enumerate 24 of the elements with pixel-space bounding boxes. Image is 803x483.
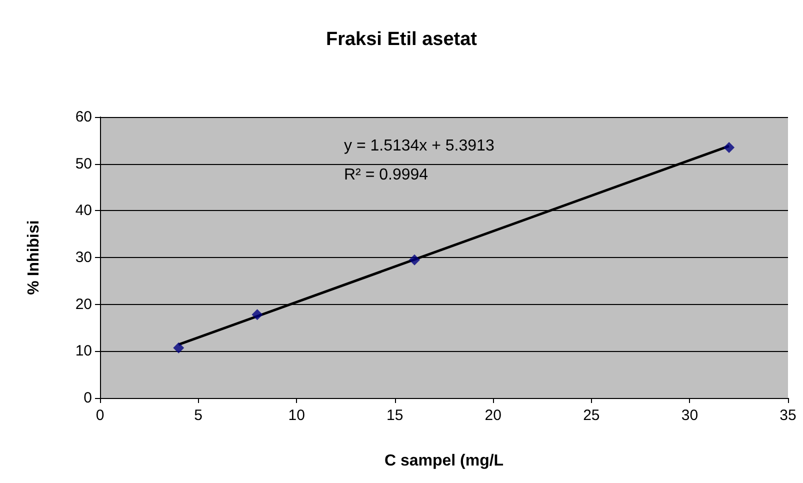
x-tick-label: 10 — [288, 407, 305, 424]
y-axis-title: % Inhibisi — [26, 220, 42, 295]
x-axis-title: C sampel (mg/L — [384, 452, 504, 470]
annotation: y = 1.5134x + 5.3913 — [344, 138, 494, 154]
y-tick-label: 50 — [75, 155, 92, 172]
y-tick-label: 60 — [75, 108, 92, 126]
x-tick-label: 20 — [484, 407, 502, 424]
x-tick-label: 5 — [194, 407, 202, 424]
point — [724, 142, 735, 153]
y-tick-label: 30 — [75, 249, 92, 266]
x-tick-label: 30 — [681, 407, 698, 424]
x-tick-label: 25 — [583, 407, 600, 424]
chart-title: Fraksi Etil asetat — [326, 29, 478, 50]
point — [252, 309, 263, 320]
point — [173, 342, 184, 354]
point — [409, 254, 420, 266]
y-tick-label: 40 — [75, 202, 92, 220]
y-tick-label: 20 — [75, 296, 92, 313]
x-tick-label: 35 — [780, 407, 796, 424]
x-tick-label: 15 — [386, 407, 404, 424]
x-tick-label: 0 — [96, 407, 104, 424]
y-tick-label: 0 — [84, 390, 92, 406]
y-tick-label: 10 — [75, 342, 92, 360]
annotation: R² = 0.9994 — [344, 166, 428, 184]
